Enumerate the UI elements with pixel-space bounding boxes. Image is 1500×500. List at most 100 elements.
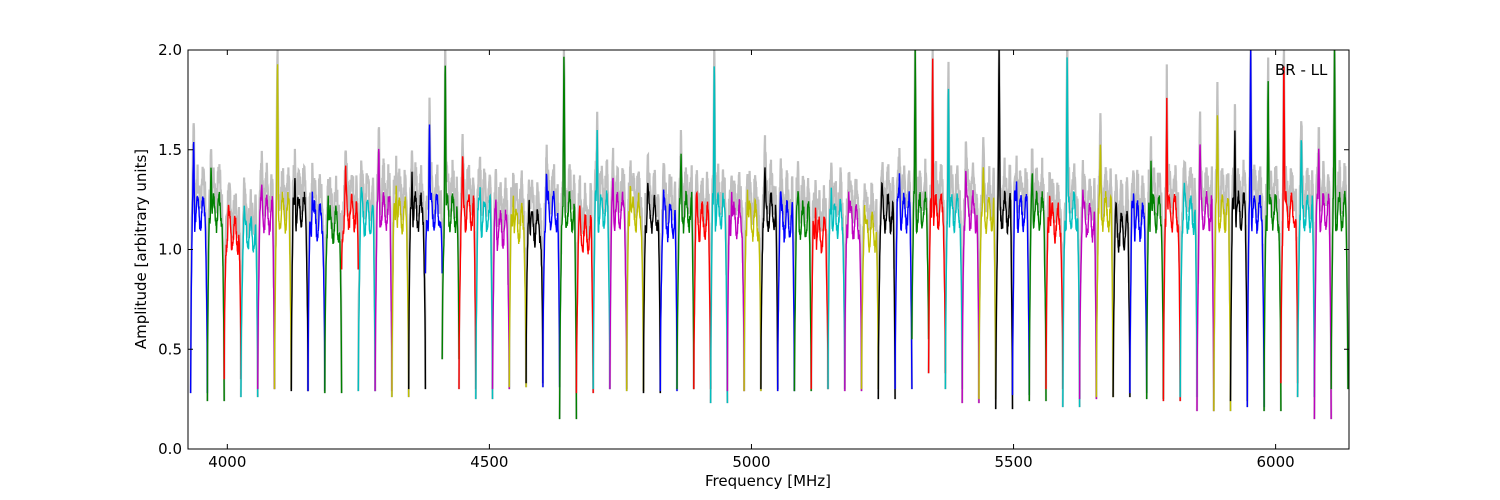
channel-line xyxy=(1229,130,1249,402)
channel-line xyxy=(877,181,896,400)
background-channel-line xyxy=(290,148,310,392)
chart-annotation: BR - LL xyxy=(1275,61,1328,79)
channel-line xyxy=(860,205,879,390)
background-channel-line xyxy=(1145,136,1165,400)
plot-area xyxy=(188,50,1349,449)
channel-line xyxy=(1213,115,1232,412)
channel-line xyxy=(189,141,209,394)
channel-line xyxy=(827,187,846,390)
channel-line xyxy=(995,50,1014,410)
channel-line xyxy=(961,170,980,404)
background-channel-line xyxy=(1011,155,1031,396)
channel-line xyxy=(1095,144,1114,398)
background-channel-line xyxy=(390,155,410,398)
channel-line xyxy=(324,195,343,394)
channel-line xyxy=(978,167,997,400)
y-tick-label: 0.5 xyxy=(158,340,182,358)
background-channel-line xyxy=(323,175,343,394)
channel-line xyxy=(290,178,309,392)
background-channel-line xyxy=(306,162,326,392)
background-channel-line xyxy=(256,150,276,390)
background-channel-line xyxy=(608,147,628,390)
background-channel-line xyxy=(508,170,528,388)
channel-line xyxy=(1179,182,1198,398)
channel-line xyxy=(1129,193,1148,394)
channel-series xyxy=(189,50,1349,420)
background-channel-line xyxy=(1111,174,1132,398)
x-tick-label: 6000 xyxy=(1257,453,1295,471)
x-axis-label: Frequency [MHz] xyxy=(705,472,831,490)
channel-line xyxy=(1246,50,1265,408)
channel-line xyxy=(1078,189,1098,400)
channel-line xyxy=(206,167,225,402)
y-axis-label: Amplitude [arbitrary units] xyxy=(132,149,150,349)
background-channel-line xyxy=(726,171,746,392)
channel-line xyxy=(743,189,762,392)
channel-line xyxy=(592,129,611,390)
background-channel-line xyxy=(357,160,377,392)
background-channel-line xyxy=(1128,169,1148,394)
y-tick-label: 2.0 xyxy=(158,41,182,59)
x-tick-label: 5000 xyxy=(732,453,770,471)
background-channel-line xyxy=(810,179,830,390)
background-channel-line xyxy=(474,156,494,400)
channel-line xyxy=(1112,201,1131,398)
x-tick-label: 4500 xyxy=(470,453,508,471)
channel-line xyxy=(642,182,661,394)
background-channel-line xyxy=(692,170,712,390)
channel-line xyxy=(525,199,544,384)
background-channel-line xyxy=(1179,159,1199,398)
channel-line xyxy=(1263,81,1282,412)
channel-line xyxy=(1196,144,1215,412)
background-channel-line xyxy=(223,182,242,380)
channel-line xyxy=(223,204,242,380)
x-tick-label: 4000 xyxy=(208,453,246,471)
background-channel-line xyxy=(575,175,595,394)
channel-line xyxy=(944,88,963,390)
channel-line xyxy=(693,190,712,390)
channel-line xyxy=(911,50,930,340)
channel-line xyxy=(1011,181,1031,396)
channel-line xyxy=(1045,195,1064,390)
channel-line xyxy=(424,124,443,274)
channel-line xyxy=(927,58,947,374)
background-channel-line xyxy=(524,179,545,384)
channel-line xyxy=(307,191,326,392)
background-channel-line xyxy=(1028,148,1048,402)
channel-line xyxy=(810,207,829,390)
background-channel-line xyxy=(491,169,511,390)
channel-line xyxy=(391,185,410,398)
channel-line xyxy=(240,205,259,398)
channel-line xyxy=(458,156,477,390)
channel-line xyxy=(1313,148,1332,420)
channel-line xyxy=(1296,140,1316,398)
y-tick-label: 1.5 xyxy=(158,141,182,159)
channel-line xyxy=(1162,97,1181,402)
background-channel-line xyxy=(893,147,914,390)
channel-line xyxy=(676,153,695,390)
background-channel-line xyxy=(1195,111,1215,412)
channel-line xyxy=(659,189,678,392)
y-tick-label: 1.0 xyxy=(158,241,182,259)
channel-line xyxy=(340,165,359,270)
channel-line xyxy=(894,173,913,390)
background-channel-line xyxy=(659,162,679,392)
channel-line xyxy=(844,191,863,392)
background-channel-line xyxy=(793,161,813,392)
channel-line xyxy=(1028,173,1047,402)
channel-line xyxy=(558,56,578,420)
channel-line xyxy=(257,184,276,390)
axes-background xyxy=(188,50,1349,449)
background-channel-line xyxy=(843,171,863,392)
channel-line xyxy=(609,177,628,390)
channel-line xyxy=(709,66,729,404)
channel-line xyxy=(626,185,645,392)
channel-line xyxy=(760,167,779,390)
channel-line xyxy=(374,148,393,392)
channel-line xyxy=(777,191,796,392)
background-channel-line xyxy=(189,123,209,394)
channel-line xyxy=(408,171,427,390)
background-channel-line xyxy=(742,170,763,392)
channel-line xyxy=(575,205,594,394)
